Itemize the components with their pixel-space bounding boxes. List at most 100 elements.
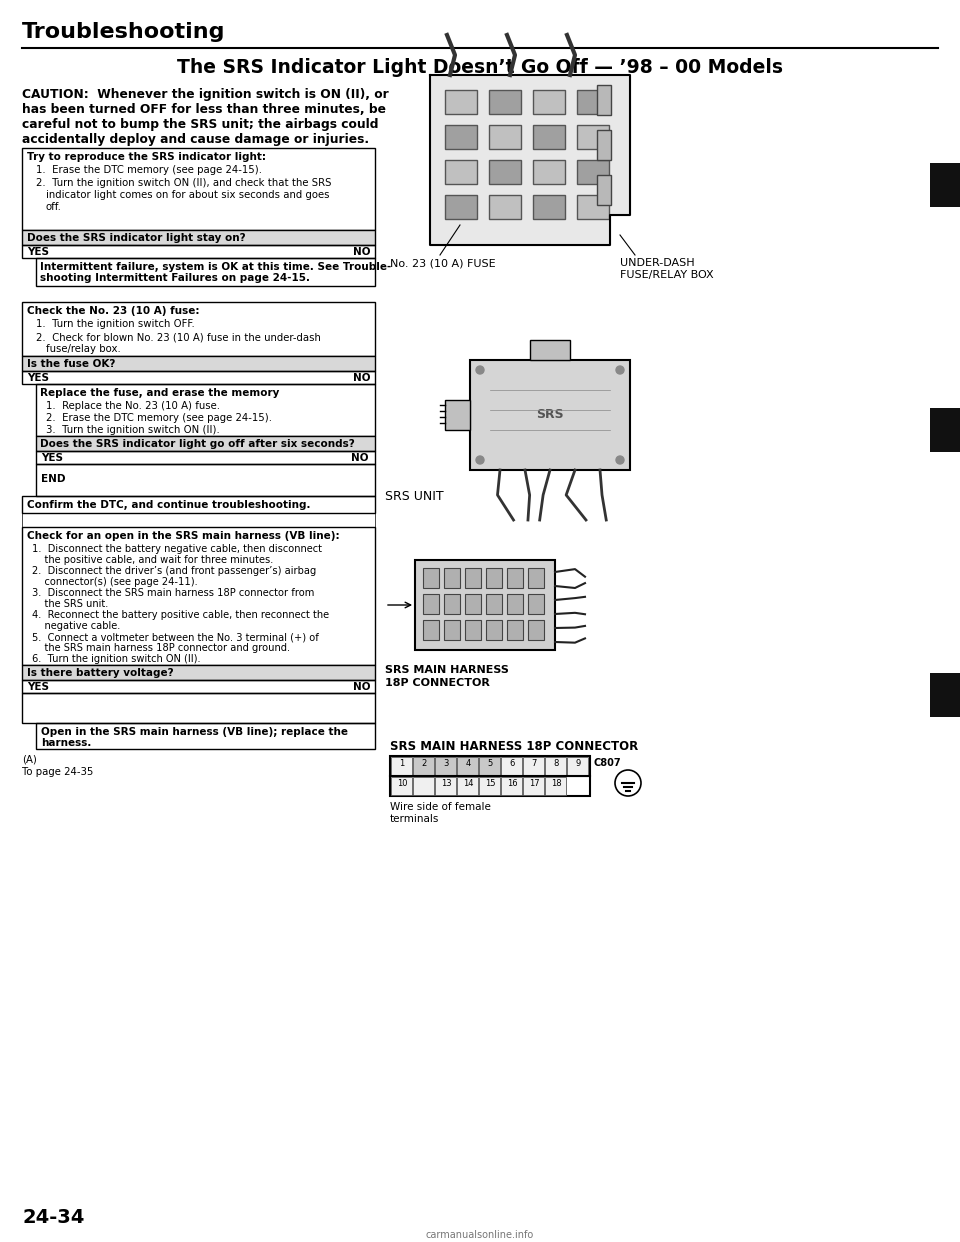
Text: YES: YES — [27, 247, 49, 257]
Text: 5.  Connect a voltmeter between the No. 3 terminal (+) of: 5. Connect a voltmeter between the No. 3… — [32, 632, 319, 642]
Text: 4.  Reconnect the battery positive cable, then reconnect the: 4. Reconnect the battery positive cable,… — [32, 610, 329, 620]
Bar — [489, 195, 521, 219]
Text: Does the SRS indicator light go off after six seconds?: Does the SRS indicator light go off afte… — [40, 438, 355, 450]
Bar — [486, 594, 502, 614]
Bar — [413, 777, 434, 795]
Bar — [486, 620, 502, 640]
Bar — [523, 758, 544, 775]
Text: 9: 9 — [575, 759, 581, 768]
Text: shooting Intermittent Failures on page 24-15.: shooting Intermittent Failures on page 2… — [40, 273, 310, 283]
Text: connector(s) (see page 24-11).: connector(s) (see page 24-11). — [32, 578, 198, 587]
Bar — [22, 693, 375, 723]
Bar — [533, 195, 565, 219]
Bar — [391, 758, 412, 775]
Text: off.: off. — [46, 202, 61, 212]
Bar — [423, 594, 439, 614]
Bar — [597, 175, 611, 205]
Text: YES: YES — [41, 453, 63, 463]
Text: SRS UNIT: SRS UNIT — [385, 491, 444, 503]
Text: (A): (A) — [22, 755, 36, 765]
Bar — [22, 371, 375, 384]
Bar — [36, 451, 375, 465]
Text: YES: YES — [27, 373, 49, 383]
Bar — [36, 384, 375, 436]
Bar — [444, 620, 460, 640]
Bar — [507, 620, 523, 640]
Text: UNDER-DASH: UNDER-DASH — [620, 258, 695, 268]
Text: 7: 7 — [531, 759, 537, 768]
Text: 10: 10 — [396, 779, 407, 787]
Polygon shape — [930, 673, 960, 717]
Text: Troubleshooting: Troubleshooting — [22, 22, 226, 42]
Bar — [445, 125, 477, 149]
Bar — [444, 594, 460, 614]
Text: 17: 17 — [529, 779, 540, 787]
Bar — [501, 758, 522, 775]
Bar — [445, 400, 470, 430]
Circle shape — [615, 770, 641, 796]
Bar — [445, 195, 477, 219]
Bar — [22, 356, 375, 371]
Bar — [489, 125, 521, 149]
Bar — [577, 89, 609, 114]
Text: indicator light comes on for about six seconds and goes: indicator light comes on for about six s… — [46, 190, 329, 200]
Text: 18P CONNECTOR: 18P CONNECTOR — [385, 678, 490, 688]
Bar — [523, 777, 544, 795]
Text: 3.  Turn the ignition switch ON (II).: 3. Turn the ignition switch ON (II). — [46, 425, 220, 435]
Text: No. 23 (10 A) FUSE: No. 23 (10 A) FUSE — [390, 258, 495, 268]
Bar — [391, 777, 412, 795]
Text: 1.  Turn the ignition switch OFF.: 1. Turn the ignition switch OFF. — [36, 319, 195, 329]
Text: 2.  Erase the DTC memory (see page 24-15).: 2. Erase the DTC memory (see page 24-15)… — [46, 414, 272, 424]
Bar — [501, 777, 522, 795]
Bar — [390, 756, 590, 776]
Text: 6: 6 — [510, 759, 515, 768]
Bar — [479, 777, 500, 795]
Circle shape — [476, 456, 484, 465]
Bar — [445, 160, 477, 184]
Text: To page 24-35: To page 24-35 — [22, 768, 93, 777]
Bar — [465, 568, 481, 587]
Text: Check the No. 23 (10 A) fuse:: Check the No. 23 (10 A) fuse: — [27, 306, 200, 315]
Polygon shape — [430, 75, 630, 245]
Text: 5: 5 — [488, 759, 492, 768]
Bar — [390, 776, 590, 796]
Bar — [597, 130, 611, 160]
Bar — [577, 160, 609, 184]
Polygon shape — [930, 409, 960, 452]
Text: Wire side of female
terminals: Wire side of female terminals — [390, 802, 491, 823]
Text: Is there battery voltage?: Is there battery voltage? — [27, 668, 174, 678]
Bar — [435, 758, 456, 775]
Text: NO: NO — [353, 682, 371, 692]
Bar — [465, 620, 481, 640]
Text: 16: 16 — [507, 779, 517, 787]
Bar — [22, 245, 375, 258]
Text: carmanualsonline.info: carmanualsonline.info — [426, 1230, 534, 1240]
Bar — [423, 568, 439, 587]
Bar — [36, 465, 375, 496]
Bar — [567, 758, 588, 775]
Text: has been turned OFF for less than three minutes, be: has been turned OFF for less than three … — [22, 103, 386, 116]
Text: 2: 2 — [421, 759, 426, 768]
Bar — [486, 568, 502, 587]
Text: 14: 14 — [463, 779, 473, 787]
Bar — [457, 777, 478, 795]
Bar — [22, 302, 375, 356]
Text: 15: 15 — [485, 779, 495, 787]
Bar — [533, 160, 565, 184]
Bar — [423, 620, 439, 640]
Text: 4: 4 — [466, 759, 470, 768]
Bar — [22, 513, 375, 527]
Text: negative cable.: negative cable. — [32, 621, 120, 631]
Text: fuse/relay box.: fuse/relay box. — [46, 344, 121, 354]
Bar — [22, 148, 375, 230]
Text: the SRS unit.: the SRS unit. — [32, 599, 108, 609]
Bar — [530, 340, 570, 360]
Text: NO: NO — [353, 247, 371, 257]
Text: SRS MAIN HARNESS: SRS MAIN HARNESS — [385, 664, 509, 674]
Text: NO: NO — [353, 373, 371, 383]
Text: C807: C807 — [593, 758, 620, 768]
Bar — [22, 527, 375, 664]
Text: 8: 8 — [553, 759, 559, 768]
Text: the SRS main harness 18P connector and ground.: the SRS main harness 18P connector and g… — [32, 643, 290, 653]
Text: 18: 18 — [551, 779, 562, 787]
